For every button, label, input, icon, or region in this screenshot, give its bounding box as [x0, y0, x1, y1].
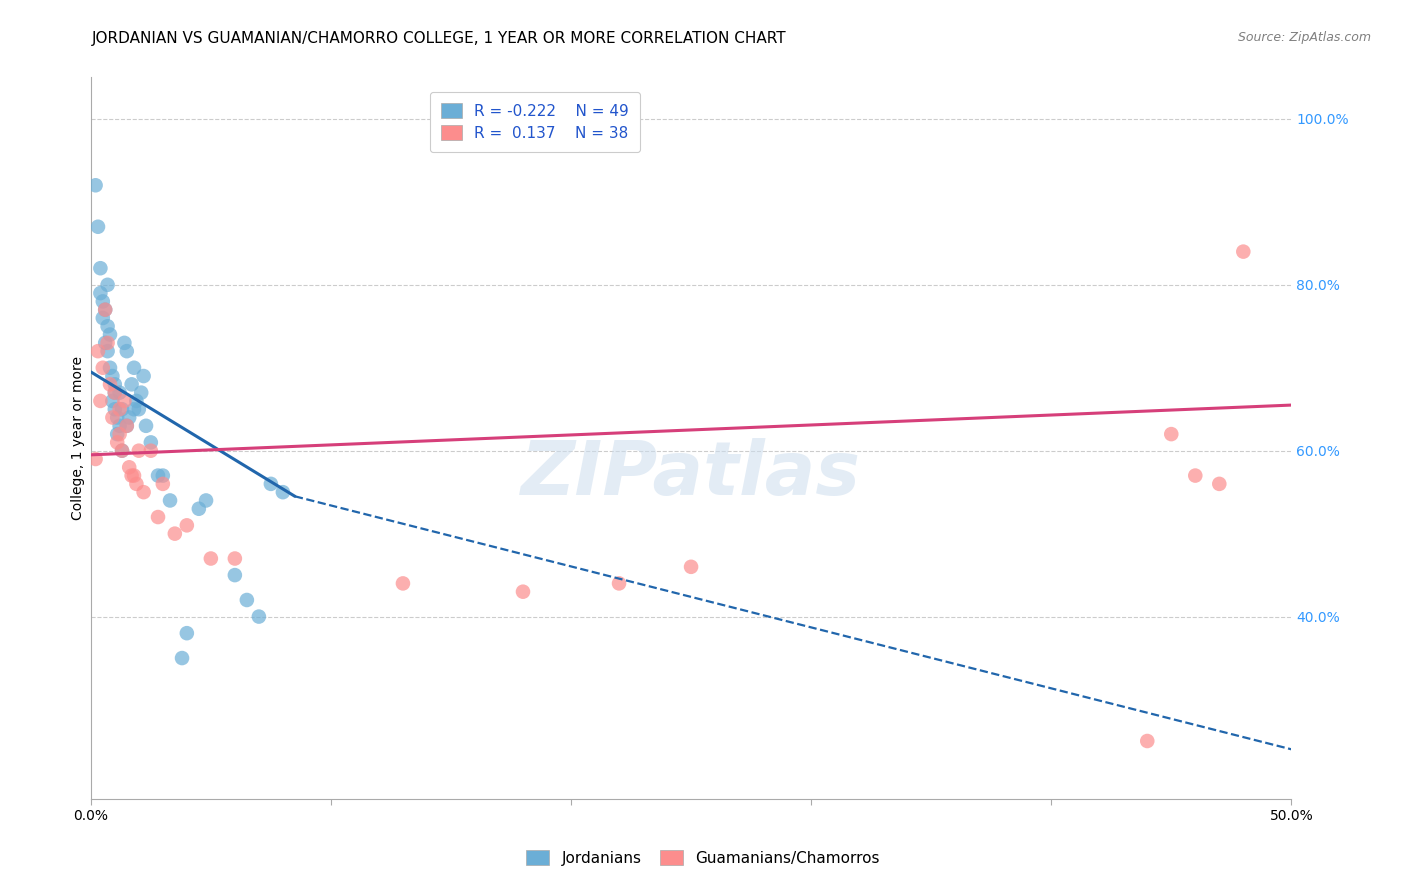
Point	[104, 377, 127, 392]
Point	[89, 286, 111, 301]
Point	[139, 435, 162, 450]
Point	[681, 559, 703, 574]
Point	[118, 460, 141, 475]
Point	[97, 277, 120, 292]
Point	[94, 302, 117, 317]
Point	[115, 418, 138, 433]
Point	[152, 468, 174, 483]
Point	[224, 568, 246, 582]
Point	[84, 452, 107, 467]
Point	[89, 261, 111, 276]
Point	[236, 593, 259, 607]
Point	[111, 443, 134, 458]
Point	[146, 468, 169, 483]
Point	[121, 377, 143, 392]
Point	[132, 369, 155, 384]
Point	[112, 393, 135, 408]
Point	[97, 344, 120, 359]
Point	[170, 651, 193, 665]
Point	[195, 493, 218, 508]
Point	[1232, 244, 1254, 259]
Point	[152, 476, 174, 491]
Point	[607, 576, 630, 591]
Point	[260, 476, 283, 491]
Point	[101, 369, 124, 384]
Legend: R = -0.222    N = 49, R =  0.137    N = 38: R = -0.222 N = 49, R = 0.137 N = 38	[430, 92, 640, 152]
Point	[122, 360, 145, 375]
Point	[104, 385, 127, 400]
Point	[115, 418, 138, 433]
Point	[87, 219, 110, 234]
Point	[247, 609, 270, 624]
Point	[163, 526, 186, 541]
Point	[392, 576, 415, 591]
Point	[108, 385, 131, 400]
Text: Source: ZipAtlas.com: Source: ZipAtlas.com	[1237, 31, 1371, 45]
Point	[98, 327, 121, 342]
Point	[84, 178, 107, 193]
Point	[176, 626, 198, 640]
Point	[115, 344, 138, 359]
Point	[87, 344, 110, 359]
Y-axis label: College, 1 year or more: College, 1 year or more	[72, 356, 86, 520]
Point	[108, 402, 131, 417]
Point	[94, 302, 117, 317]
Point	[187, 501, 209, 516]
Point	[101, 410, 124, 425]
Text: ZIPatlas: ZIPatlas	[522, 438, 860, 511]
Point	[105, 435, 128, 450]
Point	[1160, 427, 1182, 442]
Point	[125, 476, 148, 491]
Point	[1208, 476, 1230, 491]
Point	[101, 393, 124, 408]
Text: JORDANIAN VS GUAMANIAN/CHAMORRO COLLEGE, 1 YEAR OR MORE CORRELATION CHART: JORDANIAN VS GUAMANIAN/CHAMORRO COLLEGE,…	[91, 31, 786, 46]
Point	[224, 551, 246, 566]
Point	[1136, 734, 1159, 748]
Point	[1184, 468, 1206, 483]
Point	[122, 402, 145, 417]
Point	[91, 310, 114, 325]
Point	[97, 335, 120, 350]
Point	[132, 485, 155, 500]
Point	[129, 385, 152, 400]
Point	[111, 443, 134, 458]
Point	[176, 518, 198, 533]
Point	[98, 360, 121, 375]
Point	[135, 418, 157, 433]
Point	[108, 418, 131, 433]
Point	[98, 377, 121, 392]
Point	[118, 410, 141, 425]
Point	[159, 493, 181, 508]
Point	[89, 393, 111, 408]
Point	[125, 393, 148, 408]
Point	[104, 402, 127, 417]
Point	[271, 485, 294, 500]
Point	[105, 410, 128, 425]
Point	[200, 551, 222, 566]
Point	[91, 294, 114, 309]
Point	[94, 335, 117, 350]
Legend: Jordanians, Guamanians/Chamorros: Jordanians, Guamanians/Chamorros	[519, 843, 887, 873]
Point	[128, 443, 150, 458]
Point	[91, 360, 114, 375]
Point	[108, 427, 131, 442]
Point	[146, 510, 169, 524]
Point	[105, 427, 128, 442]
Point	[121, 468, 143, 483]
Point	[111, 402, 134, 417]
Point	[122, 468, 145, 483]
Point	[97, 319, 120, 334]
Point	[104, 385, 127, 400]
Point	[512, 584, 534, 599]
Point	[139, 443, 162, 458]
Point	[112, 335, 135, 350]
Point	[128, 402, 150, 417]
